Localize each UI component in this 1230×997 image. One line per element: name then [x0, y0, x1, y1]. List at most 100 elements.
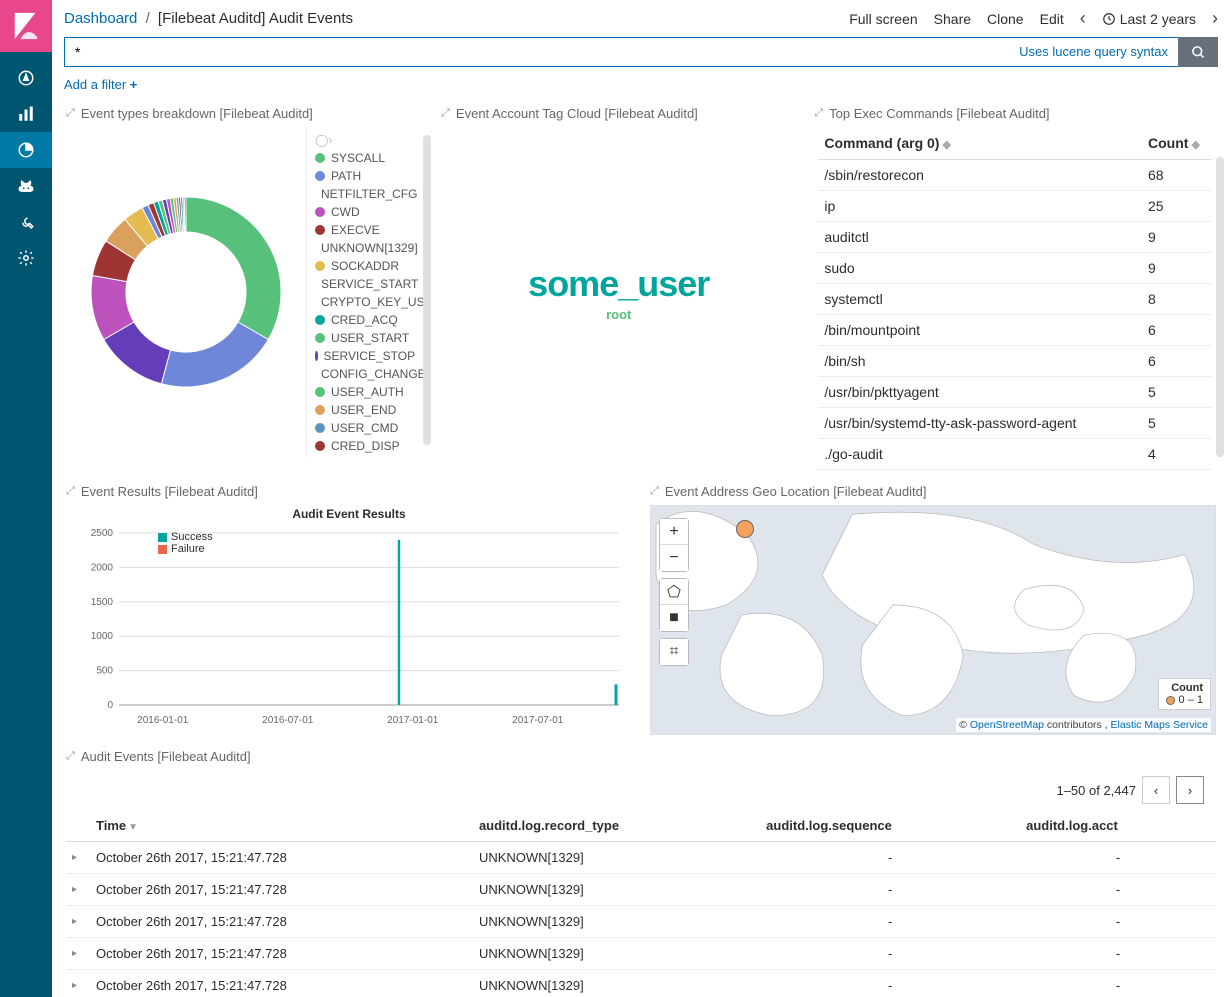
time-next-icon[interactable]: ›: [1212, 8, 1218, 29]
legend-item[interactable]: USER_START: [307, 329, 423, 347]
expand-icon[interactable]: ⤢: [66, 750, 75, 763]
search-input[interactable]: [64, 37, 1009, 67]
legend-item[interactable]: USER_AUTH: [307, 383, 423, 401]
table-row[interactable]: ▸October 26th 2017, 15:21:47.728UNKNOWN[…: [66, 874, 1216, 906]
top-actions: Full screen Share Clone Edit ‹ Last 2 ye…: [849, 8, 1218, 29]
events-table: Time▼ auditd.log.record_type auditd.log.…: [66, 810, 1216, 997]
col-sequence[interactable]: auditd.log.sequence: [760, 810, 1020, 842]
table-row[interactable]: ▸October 26th 2017, 15:21:47.728UNKNOWN[…: [66, 938, 1216, 970]
share-link[interactable]: Share: [934, 11, 971, 27]
table-row[interactable]: ip25: [818, 191, 1212, 222]
tag[interactable]: some_user: [528, 263, 709, 305]
nav-management-icon[interactable]: [0, 240, 52, 276]
legend-item[interactable]: USER_CMD: [307, 419, 423, 437]
legend-item[interactable]: PATH: [307, 167, 423, 185]
map-marker[interactable]: [736, 520, 754, 538]
zoom-out-button[interactable]: −: [660, 545, 688, 571]
expand-icon[interactable]: ⤢: [814, 107, 823, 120]
legend-item[interactable]: EXECVE: [307, 221, 423, 239]
osm-link[interactable]: OpenStreetMap: [970, 719, 1044, 731]
table-row[interactable]: ▸October 26th 2017, 15:21:47.728UNKNOWN[…: [66, 842, 1216, 874]
legend-item[interactable]: CONFIG_CHANGE: [307, 365, 423, 383]
legend-item[interactable]: SOCKADDR: [307, 257, 423, 275]
col-record-type[interactable]: auditd.log.record_type: [473, 810, 760, 842]
nav-devtools-icon[interactable]: [0, 204, 52, 240]
col-command[interactable]: Command (arg 0)◆: [818, 127, 1142, 160]
table-row[interactable]: systemctl8: [818, 284, 1212, 315]
tag-cloud[interactable]: some_userroot: [441, 127, 796, 457]
col-acct[interactable]: auditd.log.acct: [1020, 810, 1216, 842]
nav-discover-icon[interactable]: [0, 60, 52, 96]
table-row[interactable]: sudo9: [818, 253, 1212, 284]
kibana-logo[interactable]: [0, 0, 52, 52]
panel-title: Audit Events [Filebeat Auditd]: [81, 749, 1216, 764]
map[interactable]: +− ⬠■ ⌗ Count 0 – 1 © OpenStreetMap cont…: [650, 505, 1216, 735]
commands-table: Command (arg 0)◆ Count◆ /sbin/restorecon…: [818, 127, 1212, 470]
ems-link[interactable]: Elastic Maps Service: [1111, 719, 1208, 731]
legend-item[interactable]: CRYPTO_KEY_USER: [307, 293, 423, 311]
expand-icon[interactable]: ⤢: [66, 485, 75, 498]
expand-icon[interactable]: ⤢: [66, 107, 75, 120]
table-row[interactable]: /bin/sh6: [818, 346, 1212, 377]
table-row[interactable]: /usr/bin/pkttyagent5: [818, 377, 1212, 408]
panel-title: Event Address Geo Location [Filebeat Aud…: [665, 484, 1216, 499]
expand-icon[interactable]: ⤢: [441, 107, 450, 120]
table-row[interactable]: /sbin/restorecon68: [818, 160, 1212, 191]
table-row[interactable]: ▸October 26th 2017, 15:21:47.728UNKNOWN[…: [66, 906, 1216, 938]
legend-item[interactable]: SYSCALL: [307, 149, 423, 167]
draw-polygon-button[interactable]: ⬠: [660, 579, 688, 605]
filter-bar: Add a filter +: [52, 73, 1230, 100]
panel-title: Event Account Tag Cloud [Filebeat Auditd…: [456, 106, 796, 121]
next-page-button[interactable]: ›: [1176, 776, 1204, 804]
draw-rect-button[interactable]: ■: [660, 605, 688, 631]
legend-item[interactable]: SERVICE_STOP: [307, 347, 423, 365]
lucene-hint[interactable]: Uses lucene query syntax: [1009, 37, 1178, 67]
table-row[interactable]: /bin/mountpoint6: [818, 315, 1212, 346]
table-row[interactable]: ./go-audit4: [818, 439, 1212, 470]
time-prev-icon[interactable]: ‹: [1080, 8, 1086, 29]
legend-item[interactable]: CRED_DISP: [307, 437, 423, 455]
svg-text:1000: 1000: [91, 631, 114, 642]
sidebar: [0, 0, 52, 997]
clock-icon: [1102, 12, 1116, 26]
breadcrumb-sep: /: [146, 10, 150, 27]
expand-icon[interactable]: ⤢: [650, 485, 659, 498]
legend-item[interactable]: BPRM_FCAPS: [307, 455, 423, 457]
legend-collapse-icon[interactable]: ◯›: [307, 131, 423, 149]
add-filter-link[interactable]: Add a filter +: [64, 77, 137, 92]
nav-dashboard-icon[interactable]: [0, 132, 52, 168]
table-row[interactable]: /usr/bin/systemd-tty-ask-password-agent5: [818, 408, 1212, 439]
bar-chart[interactable]: 050010001500200025002016-01-012016-07-01…: [66, 527, 632, 727]
tag[interactable]: root: [606, 307, 631, 322]
col-count[interactable]: Count◆: [1142, 127, 1212, 160]
legend-item[interactable]: SERVICE_START: [307, 275, 423, 293]
legend-item[interactable]: UNKNOWN[1329]: [307, 239, 423, 257]
breadcrumb: Dashboard / [Filebeat Auditd] Audit Even…: [64, 10, 841, 27]
panel-event-types: ⤢Event types breakdown [Filebeat Auditd]…: [58, 100, 431, 478]
col-time[interactable]: Time▼: [90, 810, 473, 842]
scrollbar[interactable]: [423, 135, 431, 445]
clone-link[interactable]: Clone: [987, 11, 1024, 27]
time-range[interactable]: Last 2 years: [1102, 11, 1196, 27]
nav-visualize-icon[interactable]: [0, 96, 52, 132]
legend-item[interactable]: CRED_ACQ: [307, 311, 423, 329]
legend-item[interactable]: CWD: [307, 203, 423, 221]
search-button[interactable]: [1178, 37, 1218, 67]
prev-page-button[interactable]: ‹: [1142, 776, 1170, 804]
time-label: Last 2 years: [1120, 11, 1196, 27]
table-row[interactable]: auditctl9: [818, 222, 1212, 253]
zoom-in-button[interactable]: +: [660, 519, 688, 545]
fullscreen-link[interactable]: Full screen: [849, 11, 917, 27]
panel-title: Event Results [Filebeat Auditd]: [81, 484, 632, 499]
svg-text:2017-07-01: 2017-07-01: [512, 715, 564, 726]
crop-button[interactable]: ⌗: [660, 639, 688, 665]
nav-timelion-icon[interactable]: [0, 168, 52, 204]
donut-chart[interactable]: [76, 182, 296, 402]
svg-text:1500: 1500: [91, 597, 114, 608]
legend-item[interactable]: NETFILTER_CFG: [307, 185, 423, 203]
edit-link[interactable]: Edit: [1040, 11, 1064, 27]
legend-item[interactable]: USER_END: [307, 401, 423, 419]
breadcrumb-root[interactable]: Dashboard: [64, 10, 137, 27]
scrollbar[interactable]: [1216, 157, 1224, 457]
table-row[interactable]: ▸October 26th 2017, 15:21:47.728UNKNOWN[…: [66, 970, 1216, 997]
